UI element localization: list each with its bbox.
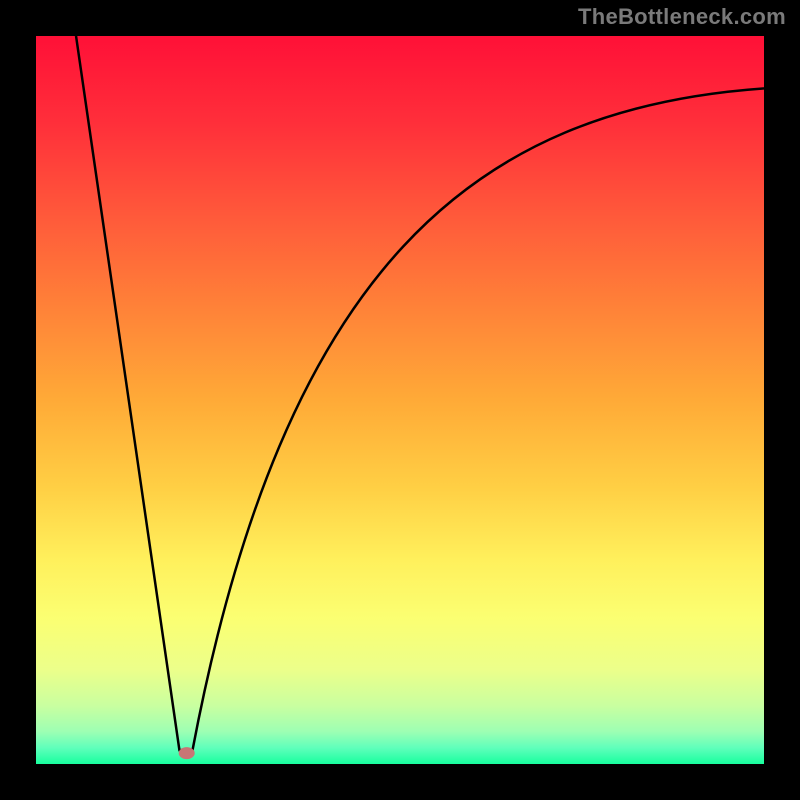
minimum-marker	[179, 747, 195, 759]
watermark-text: TheBottleneck.com	[578, 4, 786, 30]
chart-root: TheBottleneck.com	[0, 0, 800, 800]
chart-svg	[0, 0, 800, 800]
plot-background-gradient	[36, 36, 764, 764]
